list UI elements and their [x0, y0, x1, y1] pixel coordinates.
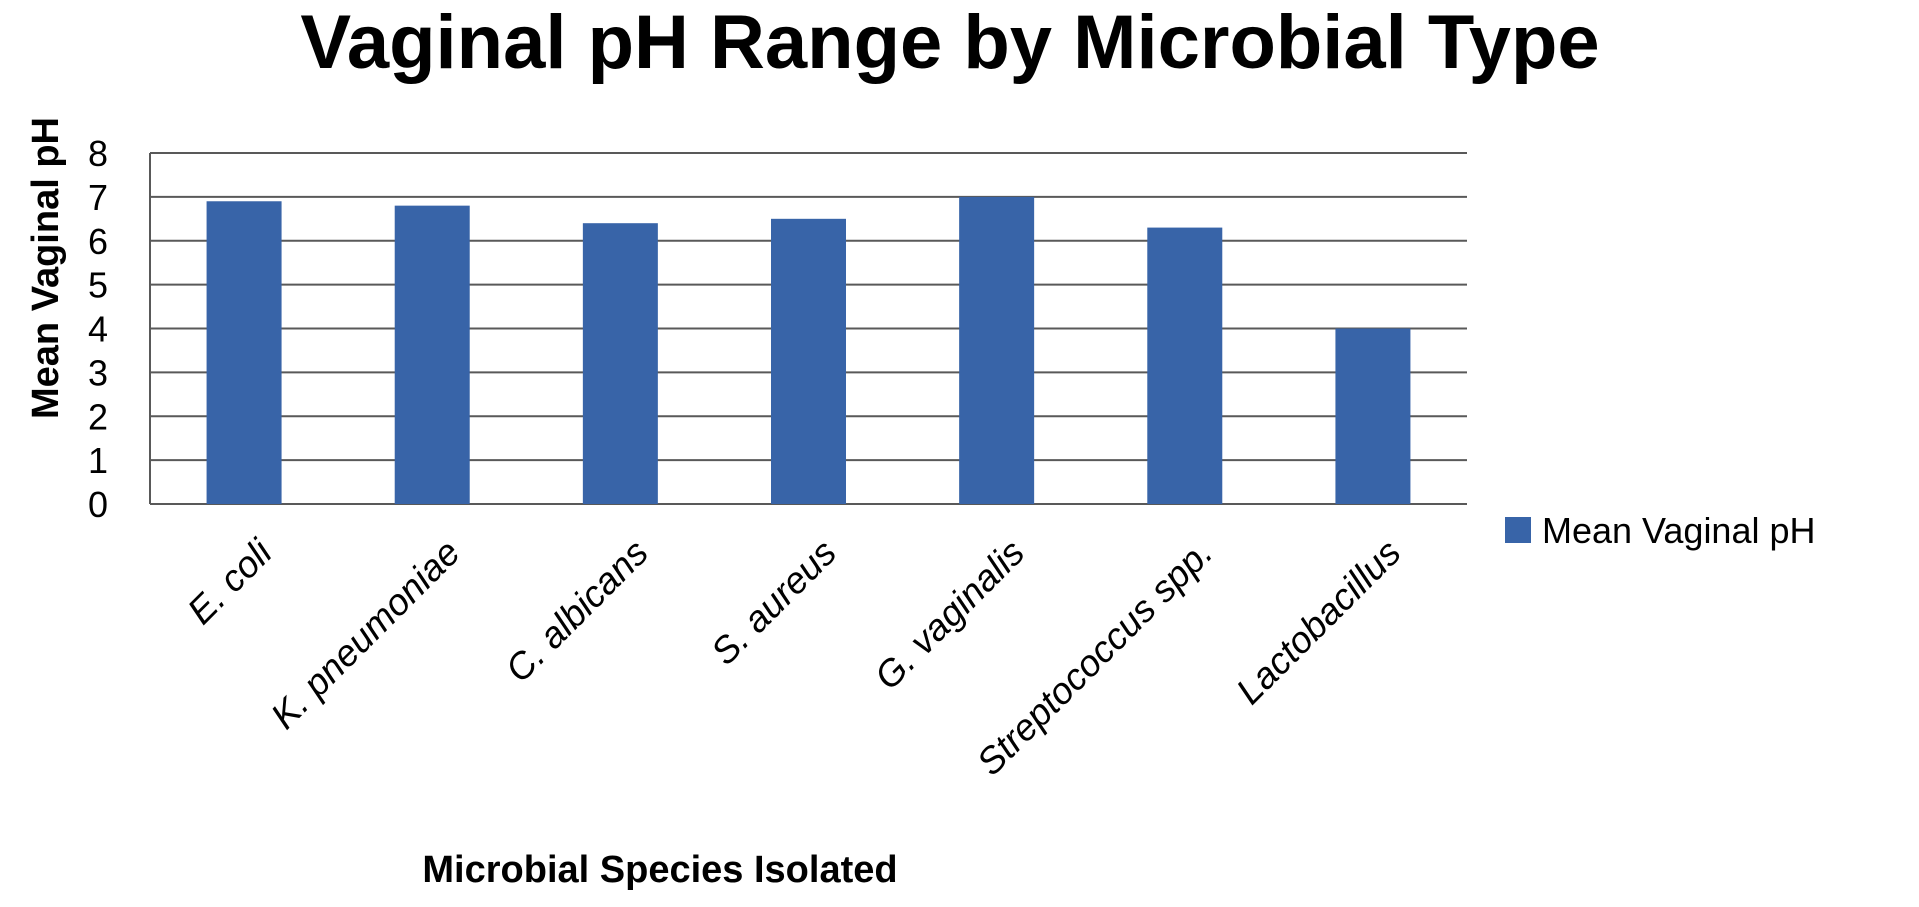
y-tick-label: 7	[88, 177, 108, 218]
legend: Mean Vaginal pH	[1505, 510, 1816, 551]
bar	[1147, 227, 1223, 504]
legend-swatch	[1505, 517, 1531, 543]
x-axis-title: Microbial Species Isolated	[422, 849, 897, 891]
y-tick-label: 5	[88, 265, 108, 306]
bar	[206, 201, 282, 504]
bar	[771, 218, 846, 504]
legend-label: Mean Vaginal pH	[1542, 510, 1816, 551]
y-tick-label: 3	[88, 352, 108, 393]
x-tick-label: S. aureus	[703, 532, 844, 673]
y-axis-title: Mean Vaginal pH	[25, 117, 67, 419]
y-tick-label: 8	[88, 133, 108, 174]
bar	[959, 196, 1035, 504]
bars	[206, 196, 1411, 504]
bar	[394, 205, 470, 504]
x-tick-label: C. albicans	[498, 532, 656, 690]
x-tick-label: E. coli	[179, 530, 280, 631]
bar	[1335, 328, 1411, 504]
x-tick-label: K. pneumoniae	[263, 532, 468, 737]
x-tick-label: Lactobacillus	[1228, 532, 1408, 712]
chart-title: Vaginal pH Range by Microbial Type	[300, 0, 1599, 85]
x-tick-label: G. vaginalis	[867, 532, 1033, 698]
y-tick-label: 1	[88, 440, 108, 481]
bar	[582, 223, 658, 504]
y-tick-label: 0	[88, 484, 108, 525]
y-tick-label: 2	[88, 396, 108, 437]
y-tick-label: 4	[88, 309, 108, 350]
y-tick-label: 6	[88, 221, 108, 262]
